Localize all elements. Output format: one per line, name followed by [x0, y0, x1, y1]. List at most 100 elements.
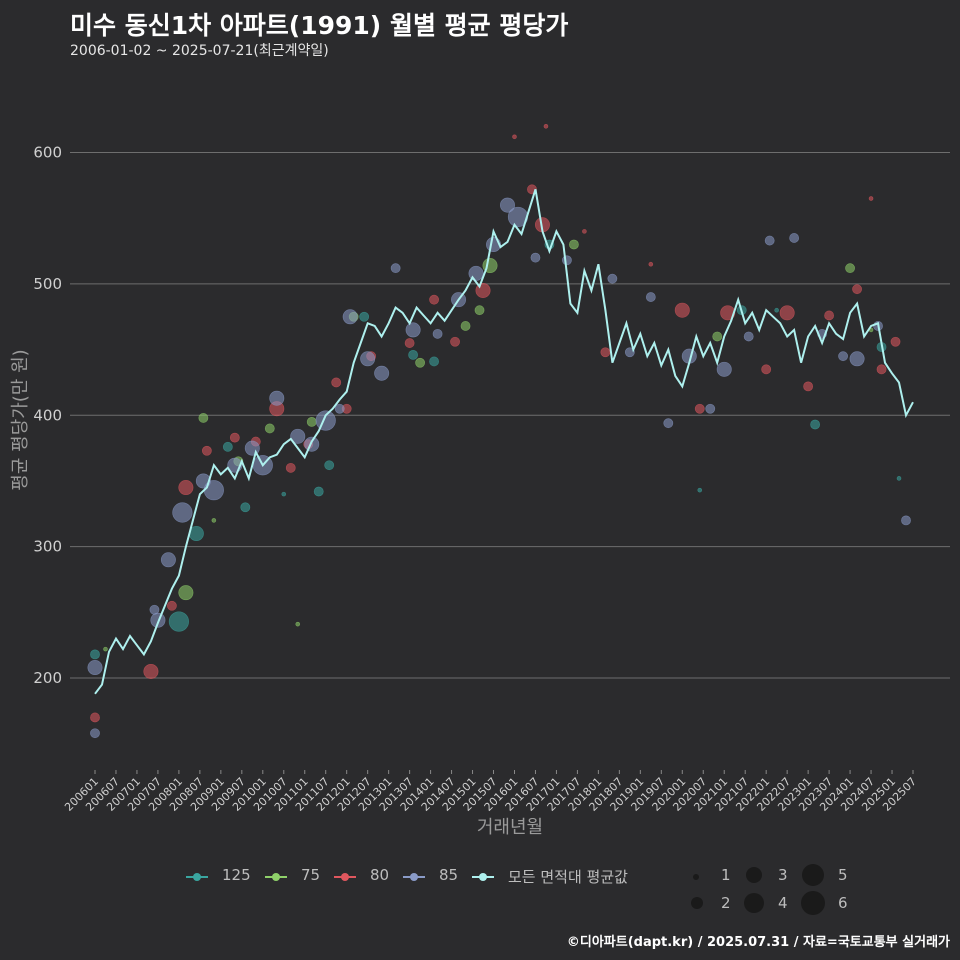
point-80-34	[543, 123, 549, 129]
point-75-9	[474, 305, 485, 316]
point-80-14	[429, 294, 439, 305]
point-125-12	[697, 487, 703, 493]
point-85-5	[172, 502, 193, 523]
y-tick-label-300: 300	[33, 538, 62, 556]
legend-key-85	[403, 873, 425, 881]
point-80-13	[404, 338, 415, 348]
point-125-7	[324, 460, 335, 471]
chart-subtitle: 2006-01-02 ~ 2025-07-21(최근계약일)	[70, 43, 329, 59]
point-75-7	[415, 357, 426, 368]
point-85-7	[203, 480, 224, 501]
point-125-17	[896, 476, 902, 481]
point-80-10	[331, 377, 342, 388]
point-85-18	[374, 365, 390, 381]
legend-key-80	[334, 873, 356, 881]
point-85-13	[304, 436, 320, 452]
legend-label-75: 75	[301, 866, 321, 884]
point-80-3	[178, 480, 194, 496]
point-125-14	[774, 307, 779, 313]
point-125-6	[313, 486, 324, 497]
point-85-38	[789, 233, 800, 243]
point-80-24	[694, 403, 705, 414]
point-85-15	[334, 403, 345, 414]
point-75-16	[211, 518, 217, 523]
chart-title: 미수 동신1차 아파트(1991) 월별 평균 평당가	[70, 11, 569, 40]
legend-label-average: 모든 면적대 평균값	[508, 868, 628, 886]
point-85-31	[645, 292, 656, 302]
point-75-15	[103, 646, 108, 652]
point-75-8	[460, 321, 471, 331]
legend-key-75	[265, 873, 287, 881]
point-85-20	[405, 322, 421, 338]
y-tick-label-200: 200	[33, 669, 62, 687]
point-125-4	[240, 502, 251, 513]
point-85-29	[607, 273, 618, 284]
point-80-32	[890, 336, 901, 347]
point-85-25	[499, 197, 515, 213]
point-125-15	[810, 419, 821, 430]
point-125-5	[281, 491, 287, 497]
point-80-0	[90, 712, 100, 723]
point-80-26	[761, 364, 772, 375]
point-85-12	[290, 428, 306, 444]
point-80-5	[229, 432, 240, 443]
point-80-23	[674, 302, 690, 318]
point-85-34	[705, 403, 716, 414]
point-85-19	[390, 263, 401, 274]
point-85-1	[90, 728, 100, 739]
point-85-32	[663, 418, 674, 429]
point-80-4	[201, 445, 212, 456]
point-80-33	[868, 196, 874, 201]
point-80-1	[143, 663, 159, 679]
point-85-43	[901, 515, 911, 526]
point-85-37	[764, 235, 775, 246]
point-85-4	[160, 552, 176, 568]
point-75-3	[264, 423, 275, 434]
point-85-21	[432, 328, 443, 339]
point-75-5	[306, 416, 317, 427]
legend-key-125	[186, 873, 208, 881]
point-75-0	[178, 585, 194, 601]
point-80-28	[803, 381, 814, 392]
point-80-17	[512, 134, 517, 140]
average-line	[94, 189, 914, 695]
point-125-8	[359, 311, 370, 322]
point-85-0	[87, 660, 103, 676]
point-80-21	[600, 347, 611, 358]
x-axis-label: 거래년월	[476, 817, 544, 838]
point-75-12	[712, 331, 723, 342]
point-75-13	[845, 263, 855, 274]
point-125-0	[90, 649, 100, 660]
point-75-4	[295, 621, 301, 627]
legend-label-80: 80	[370, 866, 390, 884]
point-85-11	[269, 390, 285, 406]
point-85-41	[849, 351, 865, 367]
point-80-30	[852, 284, 862, 295]
point-80-2	[167, 600, 177, 611]
point-85-36	[743, 331, 754, 342]
point-85-30	[624, 347, 635, 358]
point-80-20	[582, 229, 587, 234]
point-80-27	[779, 305, 795, 321]
point-80-25	[720, 305, 736, 321]
point-85-40	[838, 351, 848, 362]
y-tick-label-500: 500	[33, 275, 62, 293]
point-75-11	[569, 239, 579, 250]
point-125-1	[168, 611, 189, 632]
legend-label-85: 85	[439, 866, 459, 884]
point-80-29	[824, 310, 835, 321]
point-80-8	[285, 462, 296, 473]
point-85-27	[530, 252, 541, 263]
point-125-3	[222, 441, 233, 452]
point-125-9	[408, 349, 419, 360]
point-125-10	[429, 356, 439, 367]
legend-key-average	[472, 873, 494, 881]
point-85-17	[360, 351, 376, 367]
y-axis-label: 평균 평당가(만 원)	[10, 349, 31, 491]
y-tick-label-400: 400	[33, 406, 62, 424]
point-80-15	[450, 336, 460, 347]
source-footer: ©디아파트(dapt.kr) / 2025.07.31 / 자료=국토교통부 실…	[566, 935, 950, 950]
legend-label-125: 125	[222, 866, 251, 884]
point-80-31	[876, 364, 887, 375]
